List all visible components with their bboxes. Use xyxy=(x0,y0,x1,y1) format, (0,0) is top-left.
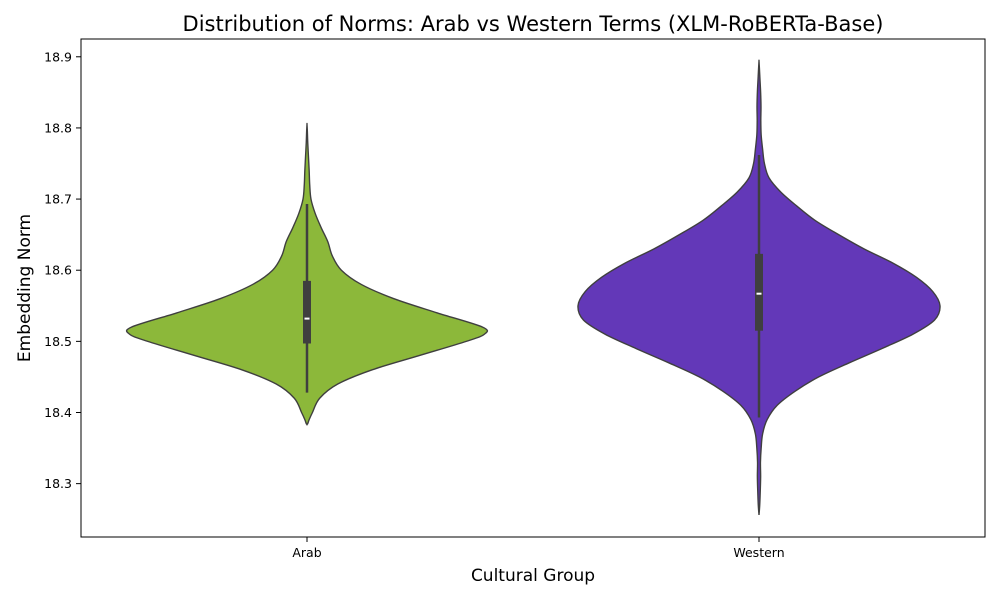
x-axis: Arab Western xyxy=(292,537,785,560)
y-tick-label: 18.3 xyxy=(44,476,72,491)
x-axis-label: Cultural Group xyxy=(471,566,595,586)
y-tick-label: 18.8 xyxy=(44,120,72,135)
y-tick-label: 18.5 xyxy=(44,334,72,349)
y-tick-label: 18.4 xyxy=(44,405,72,420)
x-tick-label: Arab xyxy=(292,545,321,560)
iqr-box-arab xyxy=(303,280,311,344)
y-axis: 18.3 18.4 18.5 18.6 18.7 18.8 18.9 xyxy=(44,49,81,491)
y-tick-label: 18.6 xyxy=(44,263,72,278)
y-tick-label: 18.7 xyxy=(44,192,72,207)
chart-title: Distribution of Norms: Arab vs Western T… xyxy=(183,12,884,36)
x-tick-label: Western xyxy=(733,545,784,560)
y-tick-label: 18.9 xyxy=(44,49,72,64)
plot-frame xyxy=(80,38,986,538)
violins-layer xyxy=(125,59,941,515)
iqr-box-western xyxy=(755,253,763,331)
y-axis-label: Embedding Norm xyxy=(15,214,35,362)
